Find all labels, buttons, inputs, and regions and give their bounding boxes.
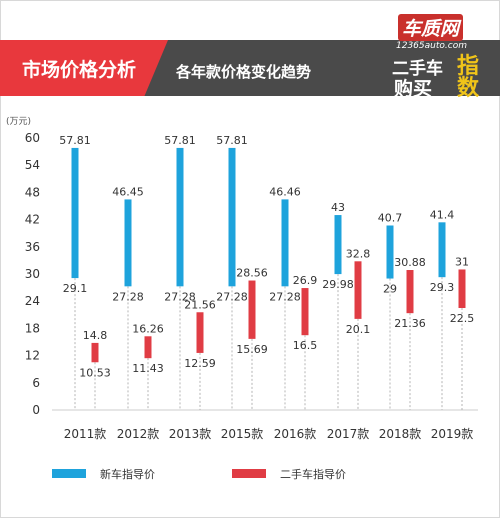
y-tick-label-9: 54 [25,158,40,172]
y-tick-label-10: 60 [25,131,40,145]
bar-new-6 [386,225,394,279]
guide-lines [74,274,463,410]
x-tick-label-2: 2013款 [169,427,212,441]
bar-used-7 [458,269,466,308]
label-new-high-1: 46.45 [112,185,144,198]
bar-new-4 [281,199,289,287]
bar-new-7 [438,222,446,278]
label-used-low-7: 22.5 [450,312,475,325]
bar-used-1 [144,336,152,359]
x-tick-label-6: 2018款 [379,427,422,441]
label-new-low-6: 29 [383,283,397,296]
label-used-high-3: 28.56 [236,267,268,280]
page-title: 市场价格分析 [22,59,137,81]
bar-used-5 [354,261,362,319]
bar-used-2 [196,312,204,353]
legend-label-used-car: 二手车指导价 [280,468,346,481]
title-banner [0,40,168,96]
y-tick-label-0: 0 [32,403,40,417]
label-new-low-2: 27.28 [164,290,196,303]
brand-logo: 车质网 12365auto.com 二手车 购买 指数 [380,8,498,100]
label-used-low-3: 15.69 [236,343,268,356]
data-labels: 57.81 29.1 46.45 27.28 57.81 27.28 57.81 27.28 4… [59,134,474,379]
label-used-low-2: 12.59 [184,357,216,370]
label-used-high-1: 16.26 [132,322,164,335]
bar-marks [71,147,466,363]
bar-used-3 [248,280,256,339]
y-axis-ticks: 0 6 12 18 24 30 36 42 48 54 60 [25,131,40,417]
label-new-high-5: 43 [331,201,345,214]
x-tick-label-0: 2011款 [64,427,107,441]
label-new-high-2: 57.81 [164,134,196,147]
bar-used-4 [301,288,309,336]
bar-new-5 [334,215,342,275]
y-axis-unit: (万元) [6,117,31,127]
label-new-high-0: 57.81 [59,134,91,147]
y-tick-label-7: 42 [25,213,40,227]
logo-line2: 购买 [394,78,433,100]
label-used-low-1: 11.43 [132,362,164,375]
x-tick-label-4: 2016款 [274,427,317,441]
label-used-high-5: 32.8 [346,247,371,260]
page-subtitle: 各年款价格变化趋势 [176,63,312,81]
logo-site-url: 12365auto.com [396,41,467,51]
y-tick-label-2: 12 [25,349,40,363]
legend-label-new-car: 新车指导价 [100,468,155,481]
bar-used-6 [406,270,414,314]
y-tick-label-3: 18 [25,321,40,335]
logo-badge: 指数 [456,54,479,101]
label-used-high-7: 31 [455,255,469,268]
x-axis-ticks: 2011款 2012款 2013款 2015款 2016款 2017款 2018款 2019款 [64,427,474,441]
x-tick-label-7: 2019款 [431,427,474,441]
label-new-low-0: 29.1 [63,282,88,295]
legend-swatch-used-car [232,469,266,478]
label-used-low-0: 10.53 [79,366,111,379]
logo-site-name: 车质网 [398,14,464,41]
legend-swatch-new-car [52,469,86,478]
bar-new-1 [124,199,132,287]
label-new-low-4: 27.28 [269,290,301,303]
y-tick-label-4: 24 [25,294,40,308]
label-new-low-5: 29.98 [322,278,354,291]
x-tick-label-3: 2015款 [221,427,264,441]
label-new-high-6: 40.7 [378,211,403,224]
label-used-high-0: 14.8 [83,329,108,342]
bar-new-3 [228,147,236,287]
label-new-high-3: 57.81 [216,134,248,147]
bar-used-0 [91,342,99,363]
x-tick-label-5: 2017款 [327,427,370,441]
label-used-high-4: 26.9 [293,274,318,287]
label-new-low-3: 27.28 [216,290,248,303]
label-used-low-4: 16.5 [293,339,318,352]
label-new-high-7: 41.4 [430,208,455,221]
logo-line1: 二手车 [392,59,443,79]
y-tick-label-8: 48 [25,185,40,199]
label-new-high-4: 46.46 [269,185,301,198]
label-used-high-6: 30.88 [394,256,426,269]
x-tick-label-1: 2012款 [117,427,160,441]
label-used-high-2: 21.56 [184,298,216,311]
label-used-low-5: 20.1 [346,323,371,336]
label-new-low-1: 27.28 [112,290,144,303]
label-new-low-7: 29.3 [430,281,455,294]
bar-new-2 [176,147,184,287]
y-tick-label-6: 36 [25,240,40,254]
label-used-low-6: 21.36 [394,317,426,330]
y-tick-label-5: 30 [25,267,40,281]
y-tick-label-1: 6 [32,376,40,390]
price-range-chart: (万元) 0 6 12 18 24 30 36 42 48 54 60 2011款 2012款 2013… [6,117,478,441]
bar-new-0 [71,147,79,279]
